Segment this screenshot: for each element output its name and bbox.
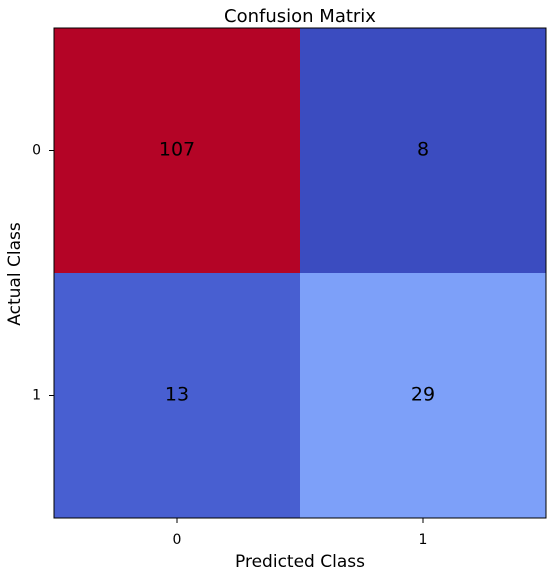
heatmap-cell-1-0: [54, 273, 300, 518]
y-axis-ticks: 01: [32, 143, 54, 404]
heatmap-cell-0-1: [300, 28, 546, 273]
cell-value-label-0-0: 107: [159, 139, 195, 161]
cell-value-label-1-1: 29: [411, 384, 435, 406]
x-axis-label: Predicted Class: [235, 552, 365, 572]
heatmap-cells: 107 8 13 29: [54, 28, 546, 518]
heatmap-cell-0-0: [54, 28, 300, 273]
cell-value-label-1-0: 13: [165, 384, 189, 406]
chart-title: Confusion Matrix: [224, 6, 376, 27]
heatmap-cell-1-1: [300, 273, 546, 518]
plot-frame: [53, 27, 547, 519]
cell-value-label-0-1: 8: [417, 139, 429, 161]
y-tick-label: 0: [32, 143, 41, 159]
y-axis-label: Actual Class: [5, 222, 25, 326]
y-tick-label: 1: [32, 388, 41, 404]
x-tick-label: 0: [173, 532, 182, 548]
x-tick-label: 1: [419, 532, 428, 548]
